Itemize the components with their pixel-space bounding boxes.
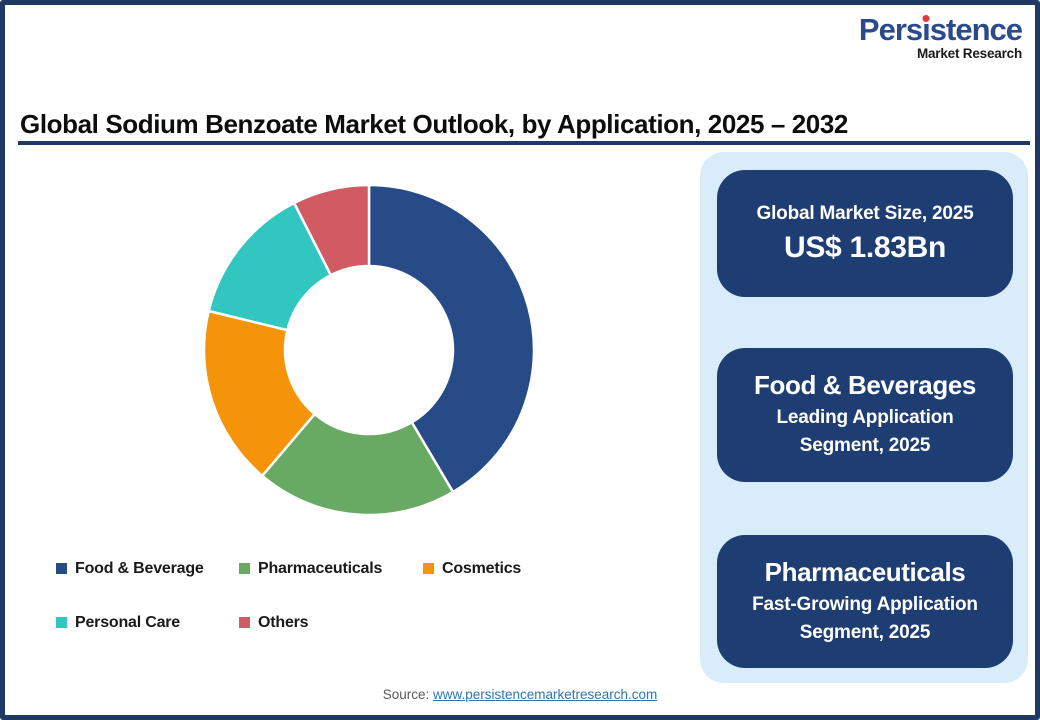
legend-item-cosmetics: Cosmetics xyxy=(423,558,521,579)
page-title: Global Sodium Benzoate Market Outlook, b… xyxy=(20,109,848,139)
legend-item-personal-care: Personal Care xyxy=(56,612,239,633)
logo-text-before-i: Pers xyxy=(858,12,923,47)
card-market-size-title: Global Market Size, 2025 xyxy=(756,202,974,224)
logo-wordmark: Persıstence xyxy=(858,12,1023,47)
card-fast-growing-segment-subtitle: Fast-Growing Application Segment, 2025 xyxy=(752,593,978,643)
donut-chart-svg xyxy=(202,183,536,517)
legend-label: Others xyxy=(258,613,309,631)
highlights-panel: Global Market Size, 2025 US$ 1.83Bn Food… xyxy=(700,152,1028,683)
donut-segment-cosmetics xyxy=(202,309,316,478)
source-label: Source: xyxy=(382,687,433,702)
logo-tagline: Market Research xyxy=(916,46,1022,61)
legend-item-pharmaceuticals: Pharmaceuticals xyxy=(239,558,423,579)
donut-segment-others xyxy=(292,183,371,277)
title-underline xyxy=(18,141,1030,145)
logo-text-after-i: stence xyxy=(929,12,1023,47)
legend-swatch-personal-care xyxy=(56,617,67,628)
persistence-logo: Persıstence Market Research xyxy=(858,12,1023,61)
donut-segment-food-beverage xyxy=(367,183,536,494)
card-leading-segment-title: Food & Beverages xyxy=(754,370,976,401)
legend-label: Personal Care xyxy=(75,613,181,631)
card-market-size-value: US$ 1.83Bn xyxy=(783,230,947,264)
donut-segment-pharmaceuticals xyxy=(260,412,455,517)
legend-label: Food & Beverage xyxy=(75,559,204,577)
legend-swatch-food-beverage xyxy=(56,563,67,574)
legend-item-others: Others xyxy=(239,612,423,633)
legend-label: Pharmaceuticals xyxy=(258,559,383,577)
chart-legend: Food & Beverage Pharmaceuticals Cosmetic… xyxy=(56,558,521,633)
card-market-size: Global Market Size, 2025 US$ 1.83Bn xyxy=(717,170,1013,297)
source-line: Source: www.persistencemarketresearch.co… xyxy=(5,687,1035,702)
legend-item-food-beverage: Food & Beverage xyxy=(56,558,239,579)
legend-swatch-others xyxy=(239,617,250,628)
logo-letter-i-red-dot: ı xyxy=(922,12,931,47)
legend-label: Cosmetics xyxy=(442,559,522,577)
card-leading-segment-subtitle: Leading Application Segment, 2025 xyxy=(776,407,954,456)
card-fast-growing-segment: Pharmaceuticals Fast-Growing Application… xyxy=(717,535,1013,668)
legend-swatch-cosmetics xyxy=(423,563,434,574)
source-link[interactable]: www.persistencemarketresearch.com xyxy=(432,687,658,702)
card-leading-segment: Food & Beverages Leading Application Seg… xyxy=(717,348,1013,482)
legend-swatch-pharmaceuticals xyxy=(239,563,250,574)
card-fast-growing-segment-title: Pharmaceuticals xyxy=(764,556,966,587)
donut-chart xyxy=(199,180,539,520)
